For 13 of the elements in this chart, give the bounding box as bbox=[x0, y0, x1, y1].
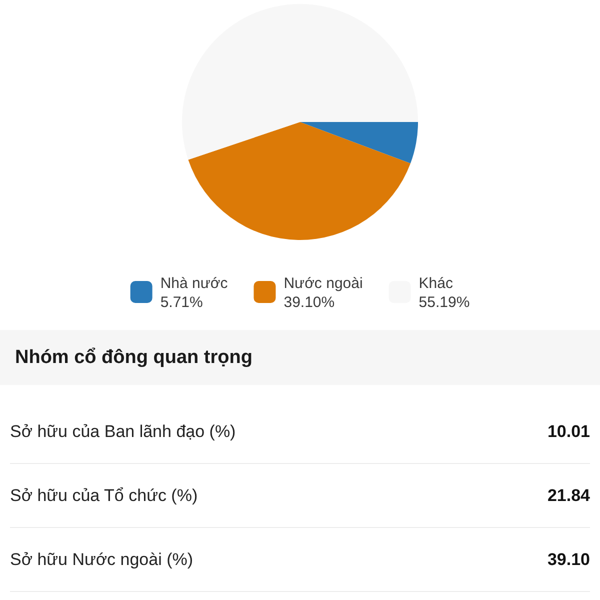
legend-label: Nhà nước bbox=[160, 275, 228, 292]
data-label: 55.19% bbox=[418, 294, 470, 311]
data-label: 21.84 bbox=[547, 486, 590, 506]
legend-label: Nước ngoài bbox=[284, 275, 363, 292]
text: Nhóm cổ đông quan trọng bbox=[0, 330, 600, 385]
category-label: Sở hữu của Ban lãnh đạo (%) bbox=[10, 422, 236, 442]
data-label: 5.71% bbox=[160, 294, 203, 311]
category-label: Sở hữu của Tổ chức (%) bbox=[10, 486, 198, 506]
category-label: Sở hữu Nước ngoài (%) bbox=[10, 550, 194, 570]
legend-label: Khác bbox=[418, 275, 454, 292]
data-label: 10.01 bbox=[547, 422, 590, 442]
data-label: 39.10 bbox=[547, 550, 590, 570]
data-label: 39.10% bbox=[284, 294, 335, 311]
